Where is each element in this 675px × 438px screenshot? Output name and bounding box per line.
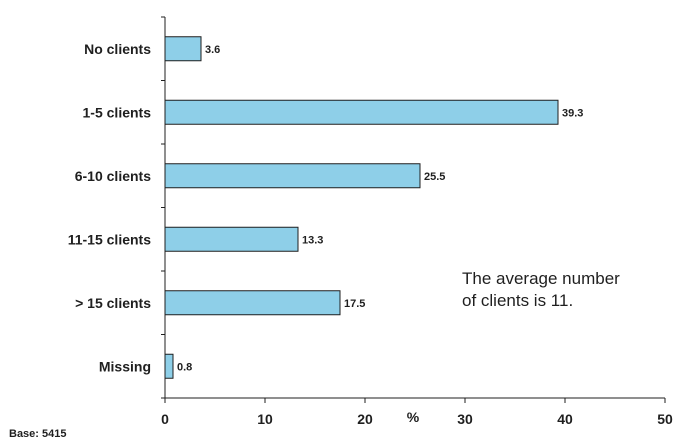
bars [164, 36, 559, 379]
data-label: 3.6 [205, 44, 220, 56]
bar [164, 226, 299, 252]
category-label: 11-15 clients [68, 231, 151, 247]
x-tick-label: 20 [357, 411, 373, 427]
category-labels: No clients 1-5 clients 6-10 clients 11-15 c… [68, 41, 151, 375]
bar [164, 163, 421, 189]
data-label: 0.8 [177, 361, 192, 373]
bar [164, 353, 174, 379]
x-tick-label: 30 [457, 411, 473, 427]
annotation-line-1: The average number [462, 269, 620, 288]
data-label: 39.3 [562, 107, 583, 119]
x-axis-label: % [407, 409, 420, 425]
data-label: 17.5 [344, 298, 365, 310]
x-tick-label: 0 [161, 411, 169, 427]
x-tick-label: 10 [257, 411, 273, 427]
x-tick-label: 50 [657, 411, 673, 427]
value-labels: 3.6 39.3 25.5 13.3 17.5 0.8 [177, 44, 583, 374]
data-label: 13.3 [302, 234, 323, 246]
data-label: 25.5 [424, 171, 445, 183]
annotation-line-2: of clients is 11. [462, 291, 573, 310]
category-label: No clients [84, 41, 151, 57]
category-label: > 15 clients [75, 295, 151, 311]
axes [161, 16, 666, 403]
bar [164, 36, 202, 62]
category-label: Missing [99, 358, 151, 374]
category-label: 1-5 clients [83, 104, 152, 120]
category-label: 6-10 clients [75, 168, 151, 184]
bar [164, 290, 341, 316]
bar [164, 99, 559, 125]
base-note: Base: 5415 [9, 428, 67, 438]
x-tick-labels: 0 10 20 30 40 50 [161, 411, 673, 427]
x-tick-label: 40 [557, 411, 573, 427]
